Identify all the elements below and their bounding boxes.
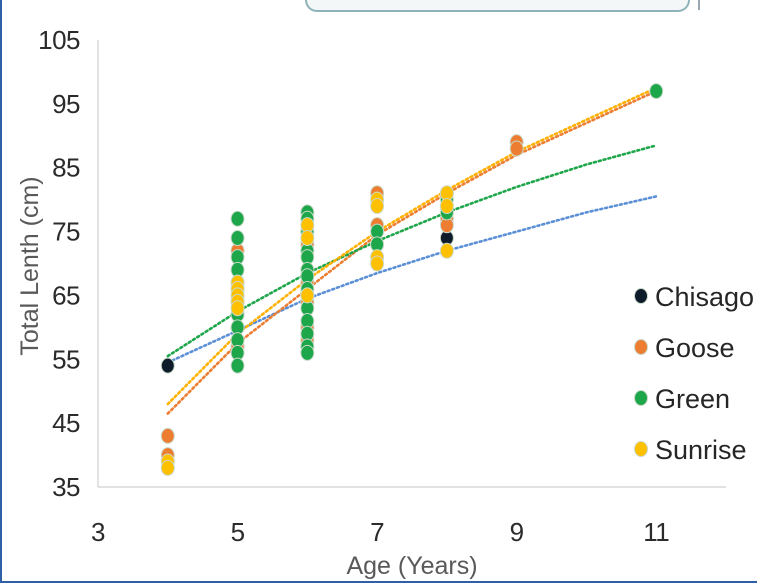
point-green bbox=[649, 83, 664, 100]
point-chisago bbox=[160, 357, 175, 374]
legend-marker-goose bbox=[634, 339, 648, 355]
trendline-green bbox=[166, 144, 658, 358]
point-green bbox=[230, 357, 245, 374]
y-tick-label: 35 bbox=[52, 472, 80, 502]
point-sunrise bbox=[439, 198, 454, 215]
point-sunrise bbox=[160, 459, 175, 476]
y-tick-label: 55 bbox=[52, 344, 80, 374]
legend-marker-sunrise bbox=[634, 441, 648, 457]
legend-label-chisago: Chisago bbox=[655, 282, 754, 312]
point-sunrise bbox=[300, 229, 315, 246]
x-tick-label: 11 bbox=[643, 517, 669, 547]
point-sunrise bbox=[439, 242, 454, 259]
data-points bbox=[160, 83, 664, 476]
trendline-goose bbox=[166, 89, 658, 415]
point-sunrise bbox=[300, 287, 315, 304]
legend-label-sunrise: Sunrise bbox=[655, 435, 747, 465]
y-axis-label: Total Lenth (cm) bbox=[16, 176, 44, 355]
point-green bbox=[230, 210, 245, 227]
trendline-chisago bbox=[166, 195, 658, 364]
legend-label-green: Green bbox=[655, 384, 730, 414]
y-tick-label: 95 bbox=[52, 89, 80, 119]
y-tick-label: 45 bbox=[52, 408, 80, 438]
point-goose bbox=[509, 140, 524, 157]
top-corner-edge bbox=[690, 0, 700, 10]
x-tick-label: 9 bbox=[510, 517, 524, 547]
chart-legend: Chisago Goose Green Sunrise bbox=[634, 282, 754, 465]
point-sunrise bbox=[230, 300, 245, 317]
legend-marker-green bbox=[634, 390, 648, 406]
y-tick-label: 65 bbox=[52, 280, 80, 310]
legend-marker-chisago bbox=[634, 288, 648, 304]
x-tick-label: 7 bbox=[370, 517, 384, 547]
point-sunrise bbox=[370, 198, 385, 215]
trendline-sunrise bbox=[166, 86, 658, 406]
chart-axes bbox=[97, 40, 726, 488]
trendlines bbox=[166, 86, 658, 415]
point-goose bbox=[160, 427, 175, 444]
legend-label-goose: Goose bbox=[655, 333, 735, 363]
point-sunrise bbox=[370, 255, 385, 272]
y-tick-label: 85 bbox=[52, 153, 80, 183]
point-green bbox=[230, 229, 245, 246]
y-tick-label: 75 bbox=[52, 217, 80, 247]
x-tick-label: 3 bbox=[91, 517, 105, 547]
point-green bbox=[300, 344, 315, 361]
y-tick-label: 105 bbox=[38, 25, 80, 55]
x-tick-label: 5 bbox=[231, 517, 245, 547]
x-axis-label: Age (Years) bbox=[346, 552, 477, 580]
